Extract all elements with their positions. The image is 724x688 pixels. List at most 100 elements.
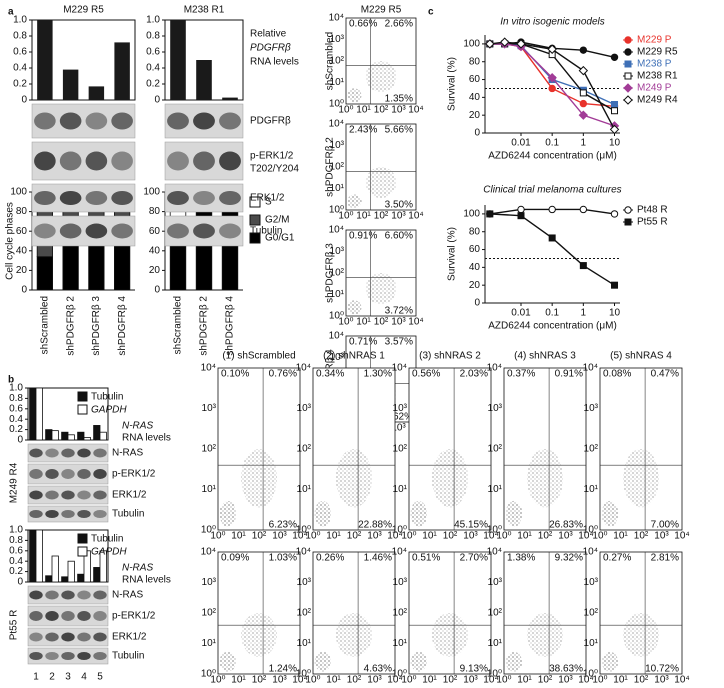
x-tick-label: shPDGFRβ 4 [117,296,128,356]
x-tick-label: shPDGFRβ 2 [65,296,76,356]
event-cloud [347,300,362,315]
y-tick-label: 10¹ [393,638,408,649]
y-tick-label: 10⁰ [201,525,216,536]
flow-title: (2) shNRAS 1 [323,351,385,362]
y-tick-label: 0 [17,577,23,588]
rna-label: RNA levels [122,433,171,444]
x-tick-label: 10⁰ [210,675,225,686]
y-tick-label: 10² [488,444,503,455]
blot-band [61,652,75,660]
bar [67,434,75,441]
marker [624,48,632,56]
y-tick-label: 60 [149,226,161,237]
blot-band [93,490,107,500]
event-cloud [526,449,564,508]
panel-label: a [8,7,14,18]
marker [517,212,525,220]
y-tick-label: 10⁴ [329,13,344,24]
blot-band [34,223,56,239]
legend-swatch [77,546,88,557]
blot-band [193,223,215,239]
x-tick-label: 10¹ [231,675,246,686]
x-tick-label: 10 [609,138,621,149]
event-cloud [347,194,362,209]
y-tick-label: 0.4 [13,63,27,74]
y-tick-label: 20 [149,265,161,276]
y-tick-label: 0.6 [9,545,23,556]
quadrant-value: 3.50% [385,200,413,211]
y-tick-label: 10³ [330,246,345,257]
quadrant-value: 38.63% [549,664,583,675]
marker [579,205,588,214]
y-tick-label: 10⁴ [487,547,502,558]
blot-band [167,112,189,130]
y-axis-label: Cell cycle phases [5,202,16,280]
event-cloud [335,449,373,508]
marker [624,206,632,214]
blot-band [85,112,108,130]
quadrant-value: 6.60% [385,231,413,242]
legend-swatch [77,391,88,402]
blot-label: N-RAS [112,590,143,601]
y-tick-label: 0.2 [9,566,23,577]
quadrant-value: 6.23% [269,520,297,531]
x-tick-label: 10⁴ [387,531,402,542]
quadrant-value: 0.26% [316,553,344,564]
y-tick-label: 0.2 [9,424,23,435]
legend-label: Pt55 R [637,217,668,228]
blot-band [93,632,107,642]
bar [114,42,130,100]
y-tick-label: 10⁰ [329,99,344,110]
y-tick-label: 10¹ [488,484,503,495]
x-tick-label: 10³ [391,211,406,222]
bar [29,529,37,583]
legend-swatch [249,214,261,226]
y-tick-label: 10¹ [202,638,217,649]
blot-band [219,151,241,171]
blot-label: Tubulin [112,509,144,520]
marker [623,95,633,105]
marker [517,205,525,214]
y-tick-label: 10¹ [584,638,599,649]
y-tick-label: 10³ [488,403,503,414]
event-cloud [431,449,469,508]
quadrant-value: 1.30% [364,369,392,380]
y-tick-label: 10¹ [584,484,599,495]
y-tick-label: 10² [584,608,599,619]
x-tick-label: 10⁰ [338,317,353,328]
quadrant-value: 45.15% [454,520,488,531]
x-tick-label: 0.01 [511,308,531,319]
y-tick-label: 10³ [393,403,408,414]
y-tick-label: 10³ [488,577,503,588]
y-tick-label: 40 [469,262,481,273]
event-cloud [219,652,237,672]
quadrant-value: 0.66% [349,19,377,30]
y-tick-label: 10² [330,162,345,173]
blot-band [77,652,91,660]
rna-label: RNA levels [250,57,299,68]
cell-line-label: M249 R4 [9,462,20,503]
x-tick-label: 10³ [558,531,573,542]
y-tick-label: 20 [469,110,481,121]
blot-band [219,191,241,205]
quadrant-value: 4.63% [364,664,392,675]
lane-label: 1 [33,672,39,683]
y-tick-label: 80 [469,56,481,67]
blot-band [29,590,43,600]
x-tick-label: 10³ [391,317,406,328]
bar [51,555,59,583]
blot-band [61,469,75,479]
blot-band [193,191,215,205]
quadrant-value: 5.66% [385,125,413,136]
x-tick-label: 10⁰ [496,531,511,542]
x-tick-label: 10⁴ [408,211,423,222]
y-tick-label: 0.6 [13,47,27,58]
x-tick-label: 10¹ [517,675,532,686]
event-cloud [219,500,237,527]
rna-label: N-RAS [122,421,153,432]
x-tick-label: 10⁴ [674,531,689,542]
y-tick-label: 10³ [584,403,599,414]
blot-band [59,191,82,205]
event-cloud [622,613,660,657]
x-tick-label: 10⁰ [496,675,511,686]
